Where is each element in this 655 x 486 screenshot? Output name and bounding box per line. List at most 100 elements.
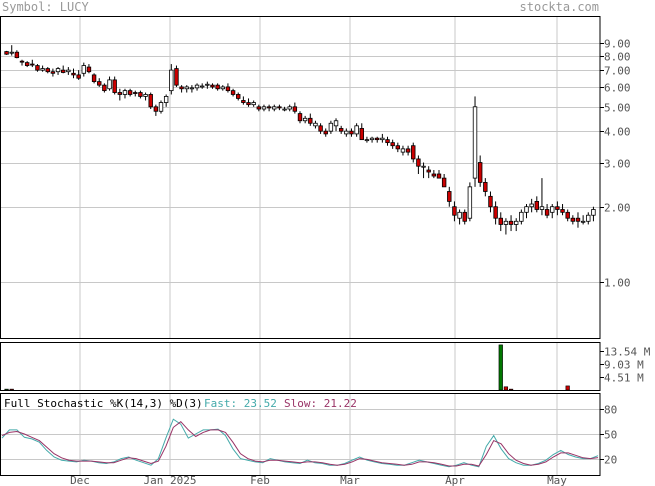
candle-body — [107, 79, 112, 90]
candle-body — [297, 113, 303, 122]
candle-body — [467, 186, 473, 219]
candle-body — [405, 148, 411, 153]
candle-body — [462, 211, 467, 222]
candle-body — [76, 74, 81, 79]
candle-body — [302, 117, 308, 122]
candle-body — [241, 100, 246, 103]
candle-body — [349, 130, 354, 135]
candle-body — [127, 90, 133, 95]
candle-body — [117, 92, 123, 95]
candle-body — [66, 69, 71, 73]
volume-bar — [4, 388, 9, 391]
volume-bar — [9, 388, 14, 391]
candle-body — [441, 177, 447, 188]
candle-body — [447, 191, 452, 202]
candle-body — [246, 102, 251, 106]
candle-body — [544, 209, 550, 216]
stochastic-tick-label: 20 — [604, 454, 617, 467]
candle-body — [431, 173, 437, 177]
candle-body — [272, 106, 277, 110]
candle-body — [50, 71, 56, 74]
candle-body — [323, 130, 328, 135]
candle-body — [86, 66, 92, 73]
stochastic-slow-label: Slow: 21.22 — [284, 397, 357, 410]
candle-body — [385, 139, 390, 144]
candle-body — [287, 106, 292, 110]
price-candles — [4, 45, 596, 235]
candle-body — [338, 128, 344, 132]
candle-body — [292, 106, 298, 112]
y-tick-label: 2.00 — [604, 202, 631, 215]
candle-body — [55, 68, 61, 73]
y-tick-label: 8.00 — [604, 51, 631, 64]
x-tick-label: Feb — [250, 474, 270, 486]
candle-body — [256, 106, 262, 110]
candle-body — [30, 63, 35, 66]
candle-body — [169, 69, 174, 92]
candle-body — [426, 169, 431, 173]
date-axis: Dec Jan 2025 Feb Mar Apr May — [70, 474, 567, 486]
candle-body — [493, 206, 498, 219]
volume-bars — [4, 344, 570, 391]
y-tick-label: 5.00 — [604, 102, 631, 115]
volume-bar — [565, 385, 570, 391]
candle-body — [122, 90, 128, 95]
candle-body — [534, 201, 540, 210]
candle-body — [71, 72, 76, 76]
volume-bar — [498, 344, 503, 391]
candle-body — [488, 195, 493, 208]
candle-body — [251, 102, 256, 106]
x-tick-label: Apr — [445, 474, 465, 486]
candle-body — [153, 106, 159, 112]
candle-body — [395, 145, 401, 150]
candle-body — [416, 158, 421, 167]
grid-lines — [0, 16, 600, 475]
candle-body — [215, 84, 220, 90]
x-tick-label: Jan 2025 — [144, 474, 197, 486]
stochastic-fast-label: Fast: 23.52 — [204, 397, 277, 410]
candle-body — [91, 74, 97, 83]
stochastic-axis: 80 50 20 — [600, 404, 617, 467]
x-tick-label: Dec — [70, 474, 90, 486]
candle-body — [514, 220, 519, 225]
candle-body — [24, 62, 30, 66]
candle-body — [529, 203, 534, 208]
candle-body — [457, 211, 462, 219]
candle-body — [210, 84, 215, 88]
candle-body — [4, 51, 9, 55]
candle-body — [354, 125, 359, 135]
candle-body — [81, 65, 86, 74]
price-axis: 9.008.007.00 6.00 5.00 4.00 3.00 2.00 1.00 — [600, 38, 631, 290]
candle-body — [519, 211, 524, 222]
candle-body — [14, 51, 20, 59]
candle-body — [555, 206, 560, 210]
panel-frames — [0, 16, 601, 476]
stochastic-fast-line — [1, 418, 599, 468]
candle-body — [308, 117, 313, 124]
panel-frame — [0, 342, 601, 391]
candle-body — [19, 60, 25, 63]
candle-body — [45, 68, 50, 73]
candle-body — [400, 148, 406, 153]
stochastic-lines — [1, 418, 599, 468]
candle-body — [60, 69, 66, 73]
candle-body — [230, 90, 236, 95]
volume-bar — [508, 388, 514, 391]
y-tick-label: 3.00 — [604, 158, 631, 171]
candle-body — [344, 130, 349, 135]
candle-body — [333, 120, 339, 127]
candle-body — [390, 142, 395, 147]
x-tick-label: Mar — [340, 474, 360, 486]
candle-body — [508, 220, 514, 225]
volume-tick-label: 9.03 M — [604, 359, 644, 372]
candle-body — [550, 206, 555, 213]
panel-frame — [0, 393, 601, 476]
candle-body — [133, 92, 138, 94]
candle-body — [369, 137, 375, 141]
candle-body — [411, 145, 416, 160]
candle-body — [565, 211, 570, 219]
candle-body — [328, 122, 334, 132]
candle-body — [591, 209, 596, 216]
candle-body — [313, 122, 318, 127]
